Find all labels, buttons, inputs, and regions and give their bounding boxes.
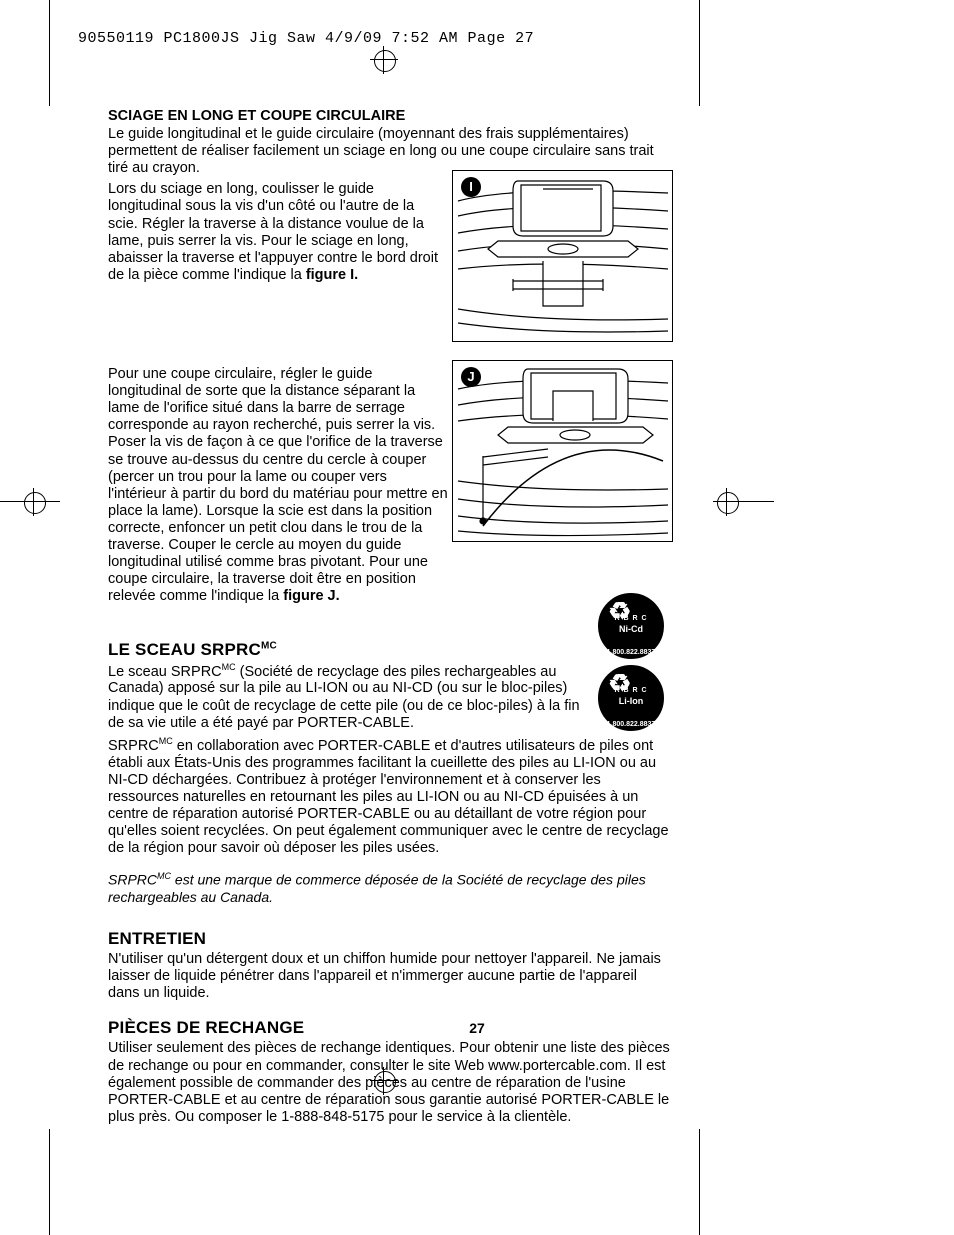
section-circle-p: Pour une coupe circulaire, régler le gui… <box>108 366 448 606</box>
sup-mc: MC <box>159 736 173 746</box>
crop-mark <box>49 1129 50 1235</box>
figure-i-illustration <box>453 171 672 341</box>
sup-mc: MC <box>222 662 236 672</box>
figure-j-illustration <box>453 361 672 541</box>
heading-text: LE SCEAU SRPRC <box>108 640 261 659</box>
figure-j-ref: figure J. <box>283 588 339 604</box>
seal-phone: 1.800.822.8837 <box>598 649 664 656</box>
crop-mark <box>699 0 700 106</box>
srprc-p2: SRPRCMC en collaboration avec PORTER-CAB… <box>108 736 670 858</box>
page-content: SCIAGE EN LONG ET COUPE CIRCULAIRE Le gu… <box>108 108 670 1130</box>
recycle-seal-liion: ♻ R B R C Li-Ion 1.800.822.8837 <box>598 665 664 731</box>
srprc-p1: Le sceau SRPRCMC (Société de recyclage d… <box>108 662 588 732</box>
registration-mark <box>20 488 48 516</box>
text: SRPRC <box>108 738 159 754</box>
text: SRPRC <box>108 872 157 888</box>
figure-i: I <box>452 170 673 342</box>
srprc-note: SRPRCMC est une marque de commerce dépos… <box>108 871 670 905</box>
text: Le sceau SRPRC <box>108 663 222 679</box>
registration-mark <box>713 488 741 516</box>
pieces-body: Utiliser seulement des pièces de rechang… <box>108 1040 670 1126</box>
entretien-body: N'utiliser qu'un détergent doux et un ch… <box>108 951 670 1002</box>
print-slug: 90550119 PC1800JS Jig Saw 4/9/09 7:52 AM… <box>78 30 534 47</box>
recycle-seal-nicd: ♻ R B R C Ni-Cd 1.800.822.8837 <box>598 593 664 659</box>
crop-mark <box>699 1129 700 1235</box>
seal-chem: Li-Ion <box>598 696 664 706</box>
section-ripping-title: SCIAGE EN LONG ET COUPE CIRCULAIRE <box>108 108 670 124</box>
page-number: 27 <box>0 1020 954 1036</box>
seal-rbrc: R B R C <box>598 687 664 694</box>
manual-page: 90550119 PC1800JS Jig Saw 4/9/09 7:52 AM… <box>0 0 954 1235</box>
text: est une marque de commerce déposée de la… <box>108 872 646 905</box>
registration-mark <box>370 46 398 74</box>
figure-i-ref: figure I. <box>306 267 358 283</box>
seal-phone: 1.800.822.8837 <box>598 721 664 728</box>
figure-j: J <box>452 360 673 542</box>
text: en collaboration avec PORTER-CABLE et d'… <box>108 738 669 857</box>
srprc-heading: LE SCEAU SRPRCMC <box>108 640 670 660</box>
heading-sup: MC <box>261 640 277 651</box>
sup-mc: MC <box>157 871 171 881</box>
seal-chem: Ni-Cd <box>598 624 664 634</box>
seal-rbrc: R B R C <box>598 615 664 622</box>
crop-mark <box>49 0 50 106</box>
entretien-heading: ENTRETIEN <box>108 929 670 949</box>
text: Lors du sciage en long, coulisser le gui… <box>108 181 438 283</box>
text: Pour une coupe circulaire, régler le gui… <box>108 366 448 604</box>
section-ripping-p1: Lors du sciage en long, coulisser le gui… <box>108 181 438 284</box>
